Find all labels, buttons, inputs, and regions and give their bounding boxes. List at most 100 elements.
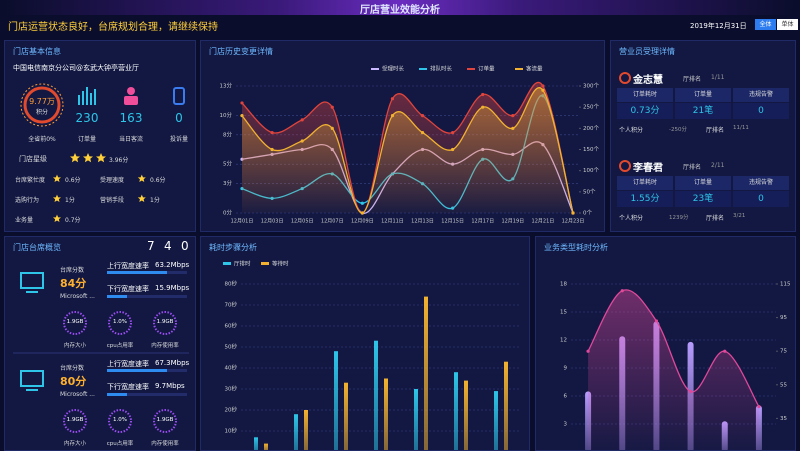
point — [331, 106, 334, 109]
y-tick-label: 5分 — [223, 160, 232, 168]
history-chart: 0分3分5分8分10分13分0个50个100个150个200个250个300个1… — [201, 41, 605, 232]
steps-chart: 10秒20秒30秒40秒50秒60秒70秒80秒厅排时等待时 — [201, 237, 530, 451]
bar — [254, 437, 258, 451]
bar — [464, 381, 468, 451]
rank2-label: 厅排名 — [706, 213, 724, 222]
point — [511, 127, 514, 130]
gauge-label: 内存大小 — [55, 341, 95, 349]
up-value: 63.2Mbps — [155, 261, 189, 269]
gauge-value: 1.9GB — [150, 319, 180, 325]
rating-score: 1分 — [65, 195, 75, 204]
x-tick-label: 12月01日 — [231, 219, 254, 225]
point — [391, 114, 394, 117]
stat-label: 当日客流 — [111, 134, 151, 143]
bar — [494, 391, 498, 451]
desk-count: 7 — [147, 239, 155, 253]
speed-bar — [107, 369, 167, 372]
y-tick-label: 8分 — [223, 130, 232, 138]
metric-value: 0.73分 — [617, 103, 673, 119]
y2-tick-label: 50个 — [583, 188, 596, 195]
bar — [294, 414, 298, 451]
desk-score: 84分 — [60, 275, 86, 291]
rating-label: 选购行为 — [15, 195, 39, 204]
y-tick-label: 50秒 — [225, 343, 238, 351]
bar — [344, 383, 348, 451]
bar — [304, 410, 308, 451]
rank-label: 厅排名 — [683, 162, 701, 171]
metric-header: 订单耗时 — [617, 88, 673, 102]
rating-label: 营销手段 — [100, 195, 124, 204]
y-tick-label: 3 — [564, 422, 568, 428]
point — [361, 211, 364, 214]
gauge-value: 1.9GB — [60, 319, 90, 325]
badge — [619, 160, 631, 172]
point — [391, 97, 394, 100]
area — [588, 290, 759, 451]
rating-label: 受理速度 — [100, 175, 124, 184]
monitor-icon — [21, 273, 43, 288]
y-tick-label: 9 — [564, 366, 568, 372]
y-tick-label: 70秒 — [225, 301, 238, 309]
toggle-button[interactable]: 单体 — [777, 19, 798, 30]
y2-tick-label: 115 — [780, 282, 791, 288]
point — [270, 148, 273, 151]
star-label: 门店星级 — [19, 154, 47, 164]
y2-tick-label: 150个 — [583, 146, 599, 153]
y2-tick-label: 35 — [780, 416, 787, 422]
bar — [264, 444, 268, 451]
legend-label: 厅排时 — [234, 260, 251, 268]
down-value: 15.9Mbps — [155, 284, 189, 292]
gauge-value: 1.9GB — [60, 417, 90, 423]
x-tick-label: 12月23日 — [562, 219, 585, 225]
bar — [414, 389, 418, 451]
y2-tick-label: 250个 — [583, 104, 599, 111]
x-tick-label: 12月15日 — [441, 219, 464, 225]
x-tick-label: 12月11日 — [381, 219, 404, 225]
x-tick-label: 12月05日 — [291, 219, 314, 225]
x-tick-label: 12月21日 — [532, 219, 555, 225]
gauge-value: 1.0% — [105, 319, 135, 325]
toggle-button[interactable]: 全体 — [755, 19, 776, 30]
y2-tick-label: 100个 — [583, 167, 599, 174]
x-tick-label: 12月17日 — [471, 219, 494, 225]
down-label: 下行宽度速率 — [107, 382, 149, 392]
store-name: 中国电信南京分公司@玄武大钟亭营业厅 — [13, 63, 139, 73]
point — [421, 131, 424, 134]
legend-label: 订单量 — [478, 65, 495, 73]
y2-tick-label: 55 — [780, 382, 787, 388]
down-value: 9.7Mbps — [155, 382, 185, 390]
down-label: 下行宽度速率 — [107, 284, 149, 294]
y2-tick-label: 95 — [780, 315, 787, 321]
bar — [504, 362, 508, 451]
point — [541, 89, 544, 92]
score-label: 积分 — [22, 107, 62, 116]
y-tick-label: 0分 — [223, 209, 232, 217]
x-tick-label: 12月13日 — [411, 219, 434, 225]
people-icon — [124, 87, 138, 105]
point — [240, 114, 243, 117]
gauge-label: 内存大小 — [55, 439, 95, 447]
bar — [454, 372, 458, 451]
point — [655, 319, 658, 322]
seller-name: 金志慧 — [633, 71, 663, 86]
up-label: 上行宽度速率 — [107, 359, 149, 369]
rank: 2/11 — [711, 162, 724, 169]
rating-score: 1分 — [150, 195, 160, 204]
metric-header: 违规告警 — [733, 176, 789, 190]
gauge-value: 1.0% — [105, 417, 135, 423]
bar — [384, 379, 388, 451]
x-tick-label: 12月19日 — [501, 219, 524, 225]
point — [301, 139, 304, 142]
desk-score-label: 台席分数 — [60, 363, 84, 372]
stat-value: 163 — [111, 111, 151, 125]
speed-bar — [107, 393, 127, 396]
point — [511, 114, 514, 117]
up-label: 上行宽度速率 — [107, 261, 149, 271]
metric-header: 订单耗时 — [617, 176, 673, 190]
points-label: 个人积分 — [619, 213, 643, 222]
